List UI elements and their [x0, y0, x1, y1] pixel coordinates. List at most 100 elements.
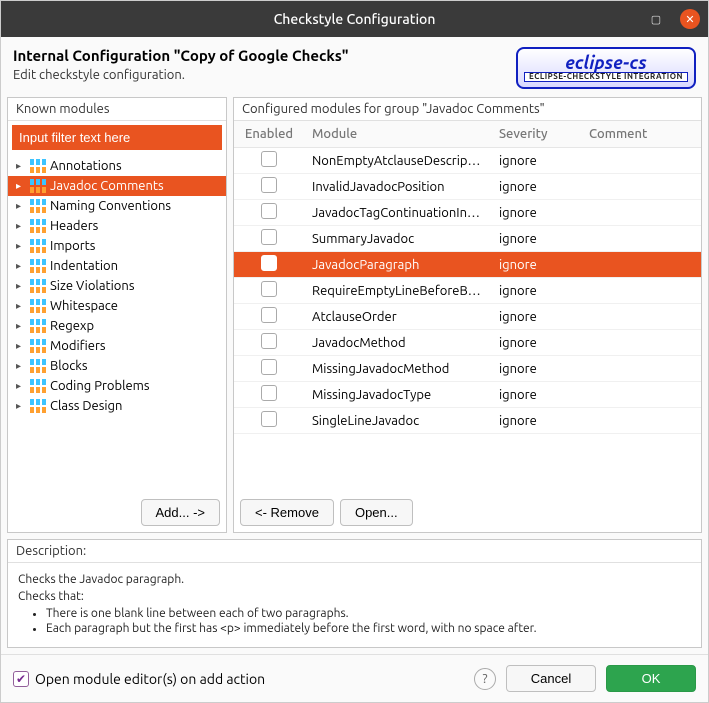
logo: eclipse-cs ECLIPSE-CHECKSTYLE INTEGRATIO… — [516, 47, 696, 89]
module-cell: RequireEmptyLineBeforeBlockTagGroup — [304, 278, 491, 304]
add-button[interactable]: Add... -> — [141, 499, 221, 526]
module-group-icon — [30, 179, 46, 193]
table-row[interactable]: JavadocParagraphignore — [234, 252, 701, 278]
module-cell: MissingJavadocType — [304, 382, 491, 408]
filter-input[interactable] — [14, 127, 220, 148]
table-row[interactable]: JavadocMethodignore — [234, 330, 701, 356]
enabled-checkbox[interactable] — [261, 385, 277, 401]
severity-cell: ignore — [491, 408, 581, 434]
description-line1: Checks the Javadoc paragraph. — [18, 573, 691, 586]
comment-cell — [581, 200, 701, 226]
module-group-icon — [30, 299, 46, 313]
expand-icon: ▸ — [16, 220, 26, 232]
open-button[interactable]: Open... — [340, 499, 413, 526]
table-row[interactable]: MissingJavadocMethodignore — [234, 356, 701, 382]
module-group-icon — [30, 259, 46, 273]
remove-button[interactable]: <- Remove — [240, 499, 334, 526]
tree-item[interactable]: ▸ Annotations — [8, 156, 226, 176]
module-cell: JavadocParagraph — [304, 252, 491, 278]
table-row[interactable]: InvalidJavadocPositionignore — [234, 174, 701, 200]
tree-item-label: Size Violations — [50, 279, 134, 293]
tree-item[interactable]: ▸Modifiers — [8, 336, 226, 356]
col-severity[interactable]: Severity — [491, 121, 581, 148]
titlebar: Checkstyle Configuration ▢ ✕ — [1, 1, 708, 37]
module-cell: InvalidJavadocPosition — [304, 174, 491, 200]
expand-icon: ▸ — [16, 280, 26, 292]
col-enabled[interactable]: Enabled — [234, 121, 304, 148]
enabled-checkbox[interactable] — [261, 255, 277, 271]
module-tree[interactable]: ▸ Annotations ▸Javadoc Comments▸Naming Con… — [8, 154, 226, 493]
tree-item[interactable]: ▸Regexp — [8, 316, 226, 336]
footer: ✔ Open module editor(s) on add action ? … — [1, 654, 708, 702]
tree-item-label: Class Design — [50, 399, 122, 413]
module-cell: MissingJavadocMethod — [304, 356, 491, 382]
comment-cell — [581, 226, 701, 252]
tree-item[interactable]: ▸Class Design — [8, 396, 226, 416]
tree-item-label: Coding Problems — [50, 379, 150, 393]
enabled-checkbox[interactable] — [261, 203, 277, 219]
tree-item[interactable]: ▸ Headers — [8, 216, 226, 236]
table-row[interactable]: JavadocTagContinuationIndentationignore — [234, 200, 701, 226]
close-button[interactable]: ✕ — [680, 9, 700, 29]
configured-modules-panel: Configured modules for group "Javadoc Co… — [233, 97, 702, 533]
comment-cell — [581, 356, 701, 382]
window: Checkstyle Configuration ▢ ✕ Internal Co… — [0, 0, 709, 703]
enabled-checkbox[interactable] — [261, 411, 277, 427]
table-row[interactable]: SingleLineJavadocignore — [234, 408, 701, 434]
open-editor-checkbox[interactable]: ✔ Open module editor(s) on add action — [13, 671, 464, 687]
enabled-checkbox[interactable] — [261, 359, 277, 375]
page-subtitle: Edit checkstyle configuration. — [13, 68, 349, 82]
comment-cell — [581, 174, 701, 200]
logo-sub: ECLIPSE-CHECKSTYLE INTEGRATION — [524, 72, 688, 82]
tree-item[interactable]: ▸Coding Problems — [8, 376, 226, 396]
enabled-checkbox[interactable] — [261, 307, 277, 323]
tree-item[interactable]: ▸Whitespace — [8, 296, 226, 316]
severity-cell: ignore — [491, 200, 581, 226]
expand-icon: ▸ — [16, 260, 26, 272]
description-body: Checks the Javadoc paragraph. Checks tha… — [8, 562, 701, 647]
tree-item-label: Whitespace — [50, 299, 118, 313]
expand-icon: ▸ — [16, 160, 26, 172]
module-group-icon — [30, 159, 46, 173]
description-list: There is one blank line between each of … — [46, 607, 691, 635]
tree-item[interactable]: ▸Imports — [8, 236, 226, 256]
severity-cell: ignore — [491, 174, 581, 200]
tree-item[interactable]: ▸Javadoc Comments — [8, 176, 226, 196]
table-row[interactable]: SummaryJavadocignore — [234, 226, 701, 252]
expand-icon: ▸ — [16, 360, 26, 372]
help-icon[interactable]: ? — [474, 668, 496, 690]
enabled-checkbox[interactable] — [261, 151, 277, 167]
table-row[interactable]: MissingJavadocTypeignore — [234, 382, 701, 408]
cancel-button[interactable]: Cancel — [506, 665, 596, 692]
header: Internal Configuration "Copy of Google C… — [1, 37, 708, 97]
tree-item-label: Annotations — [50, 159, 122, 173]
table-row[interactable]: AtclauseOrderignore — [234, 304, 701, 330]
col-module[interactable]: Module — [304, 121, 491, 148]
severity-cell: ignore — [491, 252, 581, 278]
tree-item[interactable]: ▸Blocks — [8, 356, 226, 376]
enabled-checkbox[interactable] — [261, 229, 277, 245]
window-title: Checkstyle Configuration — [274, 11, 436, 27]
comment-cell — [581, 382, 701, 408]
expand-icon: ▸ — [16, 340, 26, 352]
tree-item-label: Headers — [50, 219, 98, 233]
tree-item[interactable]: ▸Naming Conventions — [8, 196, 226, 216]
modules-table-wrap: Enabled Module Severity Comment NonEmpty… — [234, 121, 701, 493]
expand-icon: ▸ — [16, 320, 26, 332]
table-row[interactable]: RequireEmptyLineBeforeBlockTagGroupignor… — [234, 278, 701, 304]
module-cell: NonEmptyAtclauseDescription — [304, 148, 491, 174]
enabled-checkbox[interactable] — [261, 177, 277, 193]
enabled-checkbox[interactable] — [261, 281, 277, 297]
table-row[interactable]: NonEmptyAtclauseDescriptionignore — [234, 148, 701, 174]
logo-main: eclipse-cs — [565, 54, 647, 72]
comment-cell — [581, 408, 701, 434]
ok-button[interactable]: OK — [606, 665, 696, 692]
enabled-checkbox[interactable] — [261, 333, 277, 349]
tree-item[interactable]: ▸ Size Violations — [8, 276, 226, 296]
minimize-button[interactable]: ▢ — [646, 9, 666, 29]
module-group-icon — [30, 319, 46, 333]
module-cell: JavadocMethod — [304, 330, 491, 356]
main: Known modules ▸Annotations▸Javadoc Comme… — [1, 97, 708, 539]
col-comment[interactable]: Comment — [581, 121, 701, 148]
tree-item[interactable]: ▸Indentation — [8, 256, 226, 276]
